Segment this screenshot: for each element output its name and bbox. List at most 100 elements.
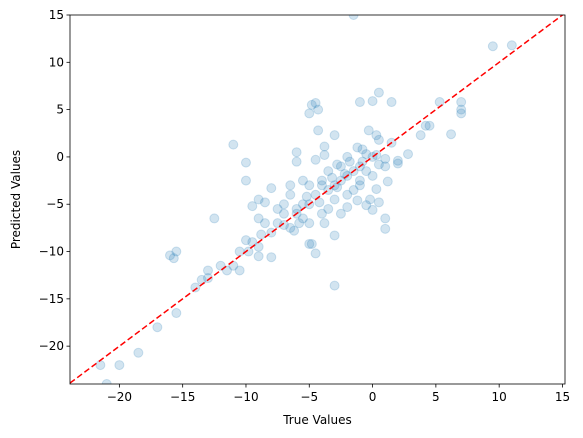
y-tick-label: −10 [39,245,64,259]
point [168,253,179,264]
point [329,194,340,205]
point [319,218,330,229]
x-tick-label: −20 [107,390,132,404]
point [327,172,338,183]
point [342,202,353,213]
point [101,379,112,384]
point [304,108,315,119]
point [133,347,144,358]
point [352,195,363,206]
point [291,156,302,167]
point [319,150,330,161]
point [313,104,324,115]
x-tick-label: 5 [432,390,440,404]
x-axis-label: True Values [282,413,352,427]
point [278,199,289,210]
y-tick-label: −5 [46,197,64,211]
point [316,180,327,191]
point [306,238,317,249]
y-tick-label: 0 [56,150,64,164]
point [301,191,312,202]
point [171,308,182,319]
point [278,220,289,231]
point [329,230,340,241]
y-tick-label: −15 [39,292,64,306]
point [316,175,327,186]
point [323,166,334,177]
point [152,322,163,333]
point [420,120,431,131]
x-tick-label: 10 [492,390,507,404]
point [361,166,372,177]
point [319,141,330,152]
point [272,203,283,214]
point [304,218,315,229]
point [278,208,289,219]
point [342,151,353,162]
point [310,248,321,259]
point [456,104,467,115]
y-tick-label: 15 [49,8,64,22]
point [316,208,327,219]
point [240,175,251,186]
point [234,246,245,257]
point [165,250,176,261]
y-axis-label: Predicted Values [9,150,23,249]
point [114,360,125,371]
point [456,97,467,108]
point [323,203,334,214]
point [487,41,498,52]
point [95,360,106,371]
point [297,175,308,186]
point [234,265,245,276]
point [253,251,264,262]
point [253,213,264,224]
point [380,153,391,164]
point [380,161,391,172]
point [424,120,435,131]
point [373,134,384,145]
point [266,183,277,194]
point [392,155,403,166]
point [304,238,315,249]
point [259,218,270,229]
point [306,99,317,110]
point [289,225,300,236]
x-tick-label: −5 [300,390,318,404]
axes-frame [69,14,566,385]
point [371,150,382,161]
x-tick-label: 0 [369,390,377,404]
point [365,194,376,205]
point [209,213,220,224]
point [367,170,378,181]
x-tick-label: 15 [555,390,570,404]
x-tick-label: −10 [233,390,258,404]
point [259,197,270,208]
point [367,204,378,215]
point [380,213,391,224]
point [253,241,264,252]
point [354,175,365,186]
point [202,265,213,276]
point [403,149,414,160]
point [332,159,343,170]
point [371,130,382,141]
plot-area [70,15,564,384]
point [190,282,201,293]
point [361,200,372,211]
point [371,184,382,195]
point [348,15,359,20]
point [357,144,368,155]
point [291,203,302,214]
point [373,197,384,208]
point [202,273,213,284]
point [228,139,239,150]
point [373,87,384,98]
point [382,176,393,187]
reference-line [70,15,564,384]
point [285,222,296,233]
point [310,97,321,108]
point [304,180,315,191]
point [285,180,296,191]
point [310,154,321,165]
